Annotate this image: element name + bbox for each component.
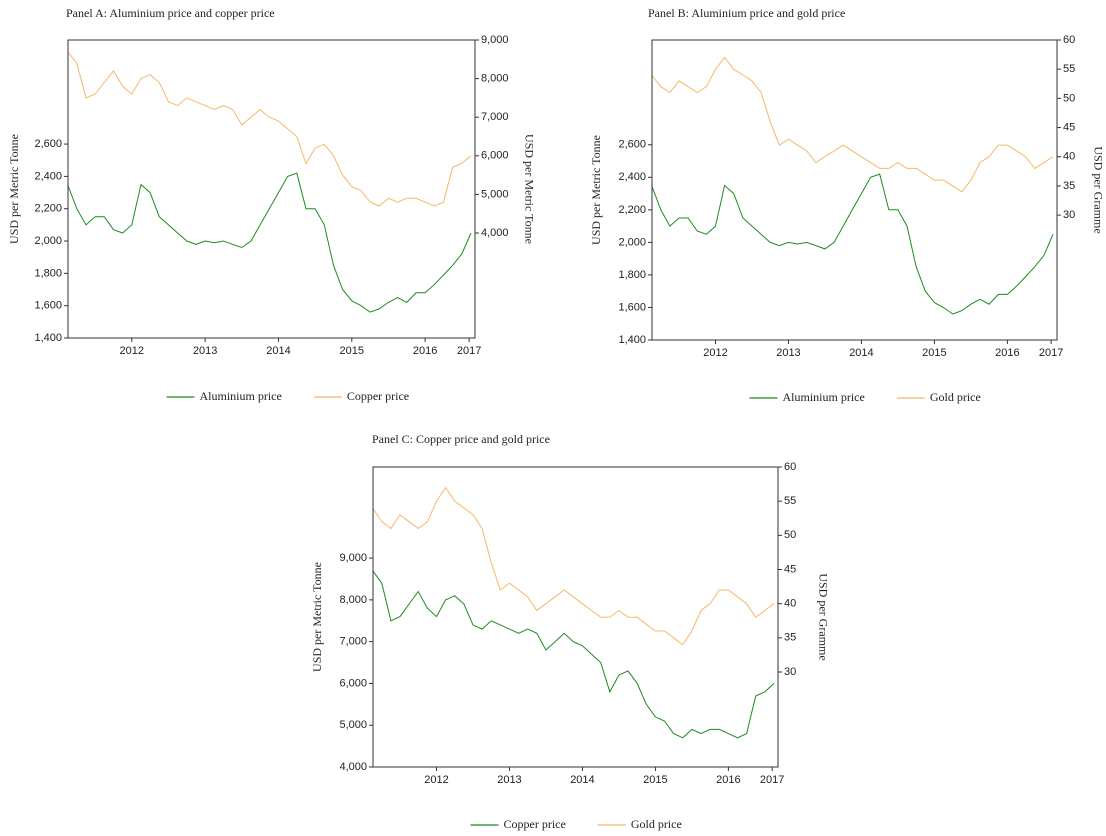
y2-tick-label: 5,000 (481, 188, 509, 200)
y-tick-label: 2,000 (34, 235, 62, 247)
y2-axis-label: USD per Metric Tonne (522, 134, 536, 244)
chart-title: Panel A: Aluminium price and copper pric… (66, 6, 275, 20)
y2-tick-label: 35 (1063, 180, 1075, 192)
y2-tick-label: 4,000 (481, 227, 509, 239)
y2-tick-label: 50 (784, 529, 796, 541)
x-tick-label: 2017 (760, 774, 784, 786)
y2-axis-label: USD per Gramme (816, 573, 830, 660)
plot-frame (372, 466, 779, 768)
legend-label: Gold price (930, 390, 981, 404)
y-tick-label: 1,400 (618, 334, 646, 346)
y-tick-label: 7,000 (339, 636, 367, 648)
x-tick-label: 2017 (1039, 347, 1063, 359)
price-line (372, 486, 775, 646)
x-tick-label: 2014 (570, 774, 594, 786)
x-tick-label: 2014 (266, 345, 290, 357)
y-axis-label: USD per Metric Tonne (589, 135, 603, 245)
y-tick-label: 2,400 (618, 171, 646, 183)
legend-label: Aluminium price (783, 390, 865, 404)
y-tick-label: 2,000 (618, 236, 646, 248)
legend-label: Gold price (631, 817, 682, 831)
y-tick-label: 8,000 (339, 594, 367, 606)
y2-tick-label: 60 (1063, 34, 1075, 46)
x-tick-label: 2014 (849, 347, 873, 359)
x-tick-label: 2016 (413, 345, 437, 357)
y-tick-label: 1,800 (618, 269, 646, 281)
legend-label: Aluminium price (200, 389, 282, 403)
y2-tick-label: 55 (1063, 63, 1075, 75)
x-tick-label: 2015 (340, 345, 364, 357)
x-tick-label: 2013 (776, 347, 800, 359)
y-tick-label: 9,000 (339, 552, 367, 564)
y-tick-label: 2,200 (34, 203, 62, 215)
price-line (372, 570, 775, 739)
y-tick-label: 1,600 (618, 301, 646, 313)
y-tick-label: 6,000 (339, 677, 367, 689)
y-tick-label: 2,600 (618, 139, 646, 151)
x-tick-label: 2016 (995, 347, 1019, 359)
price-line (67, 51, 472, 207)
x-tick-label: 2017 (457, 345, 481, 357)
y-tick-label: 5,000 (339, 719, 367, 731)
y2-tick-label: 45 (784, 563, 796, 575)
y2-tick-label: 30 (784, 666, 796, 678)
y2-tick-label: 6,000 (481, 150, 509, 162)
chart-title: Panel C: Copper price and gold price (372, 432, 550, 446)
y2-tick-label: 60 (784, 461, 796, 473)
y2-tick-label: 7,000 (481, 111, 509, 123)
x-tick-label: 2016 (716, 774, 740, 786)
y-tick-label: 1,400 (34, 332, 62, 344)
y2-tick-label: 40 (1063, 151, 1075, 163)
chart-title: Panel B: Aluminium price and gold price (648, 6, 845, 20)
y2-tick-label: 50 (1063, 92, 1075, 104)
plot-frame (651, 39, 1058, 341)
y2-tick-label: 30 (1063, 209, 1075, 221)
legend-label: Copper price (504, 817, 566, 831)
y2-tick-label: 9,000 (481, 34, 509, 46)
y-tick-label: 2,200 (618, 204, 646, 216)
y2-axis-label: USD per Gramme (1091, 146, 1105, 233)
y-tick-label: 1,800 (34, 267, 62, 279)
y-tick-label: 4,000 (339, 761, 367, 773)
x-tick-label: 2012 (424, 774, 448, 786)
x-tick-label: 2013 (193, 345, 217, 357)
plot-frame (67, 39, 476, 339)
price-line (651, 173, 1054, 315)
y2-tick-label: 35 (784, 632, 796, 644)
y-axis-label: USD per Metric Tonne (310, 562, 324, 672)
y2-tick-label: 55 (784, 495, 796, 507)
y-tick-label: 2,400 (34, 170, 62, 182)
x-tick-label: 2012 (703, 347, 727, 359)
price-line (651, 56, 1054, 193)
x-tick-label: 2015 (643, 774, 667, 786)
x-tick-label: 2015 (922, 347, 946, 359)
y-axis-label: USD per Metric Tonne (7, 134, 21, 244)
y-tick-label: 2,600 (34, 138, 62, 150)
y2-tick-label: 8,000 (481, 73, 509, 85)
y2-tick-label: 45 (1063, 121, 1075, 133)
y-tick-label: 1,600 (34, 300, 62, 312)
y2-tick-label: 40 (784, 598, 796, 610)
x-tick-label: 2013 (497, 774, 521, 786)
price-line (67, 172, 472, 313)
legend-label: Copper price (347, 389, 409, 403)
x-tick-label: 2012 (120, 345, 144, 357)
